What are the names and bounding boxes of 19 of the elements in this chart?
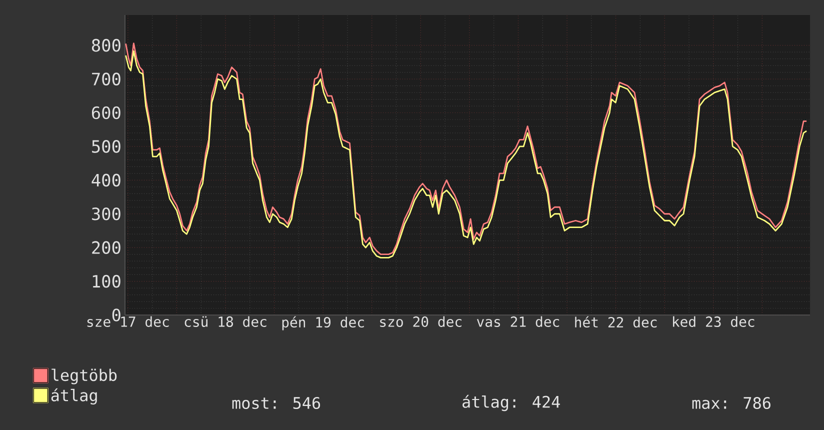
legend-label: átlag [51,388,97,405]
x-tick-label: ked 23 dec [673,316,754,327]
y-tick-label: 700 [92,72,120,86]
y-tick-label: 800 [92,38,120,52]
legend-label: legtöbb [52,368,117,384]
y-tick-label: 500 [92,140,120,153]
y-tick-label: 300 [92,207,120,220]
x-tick-label: szo 20 dec [380,316,462,327]
x-tick-label: hét 22 dec [575,316,657,328]
y-tick-label: 400 [92,174,120,187]
text: most: 546 [232,396,320,410]
x-tick-label: csü 18 dec [184,316,266,327]
x-tick-label: vas 21 dec [476,316,560,327]
x-tick-label: pén 19 dec [282,316,364,330]
y-tick-label: 100 [92,274,120,288]
y-tick-label: 600 [92,106,120,120]
text: max: 786 [692,396,770,410]
y-tick-label: 200 [92,241,120,254]
text: átlag: 424 [462,394,560,412]
